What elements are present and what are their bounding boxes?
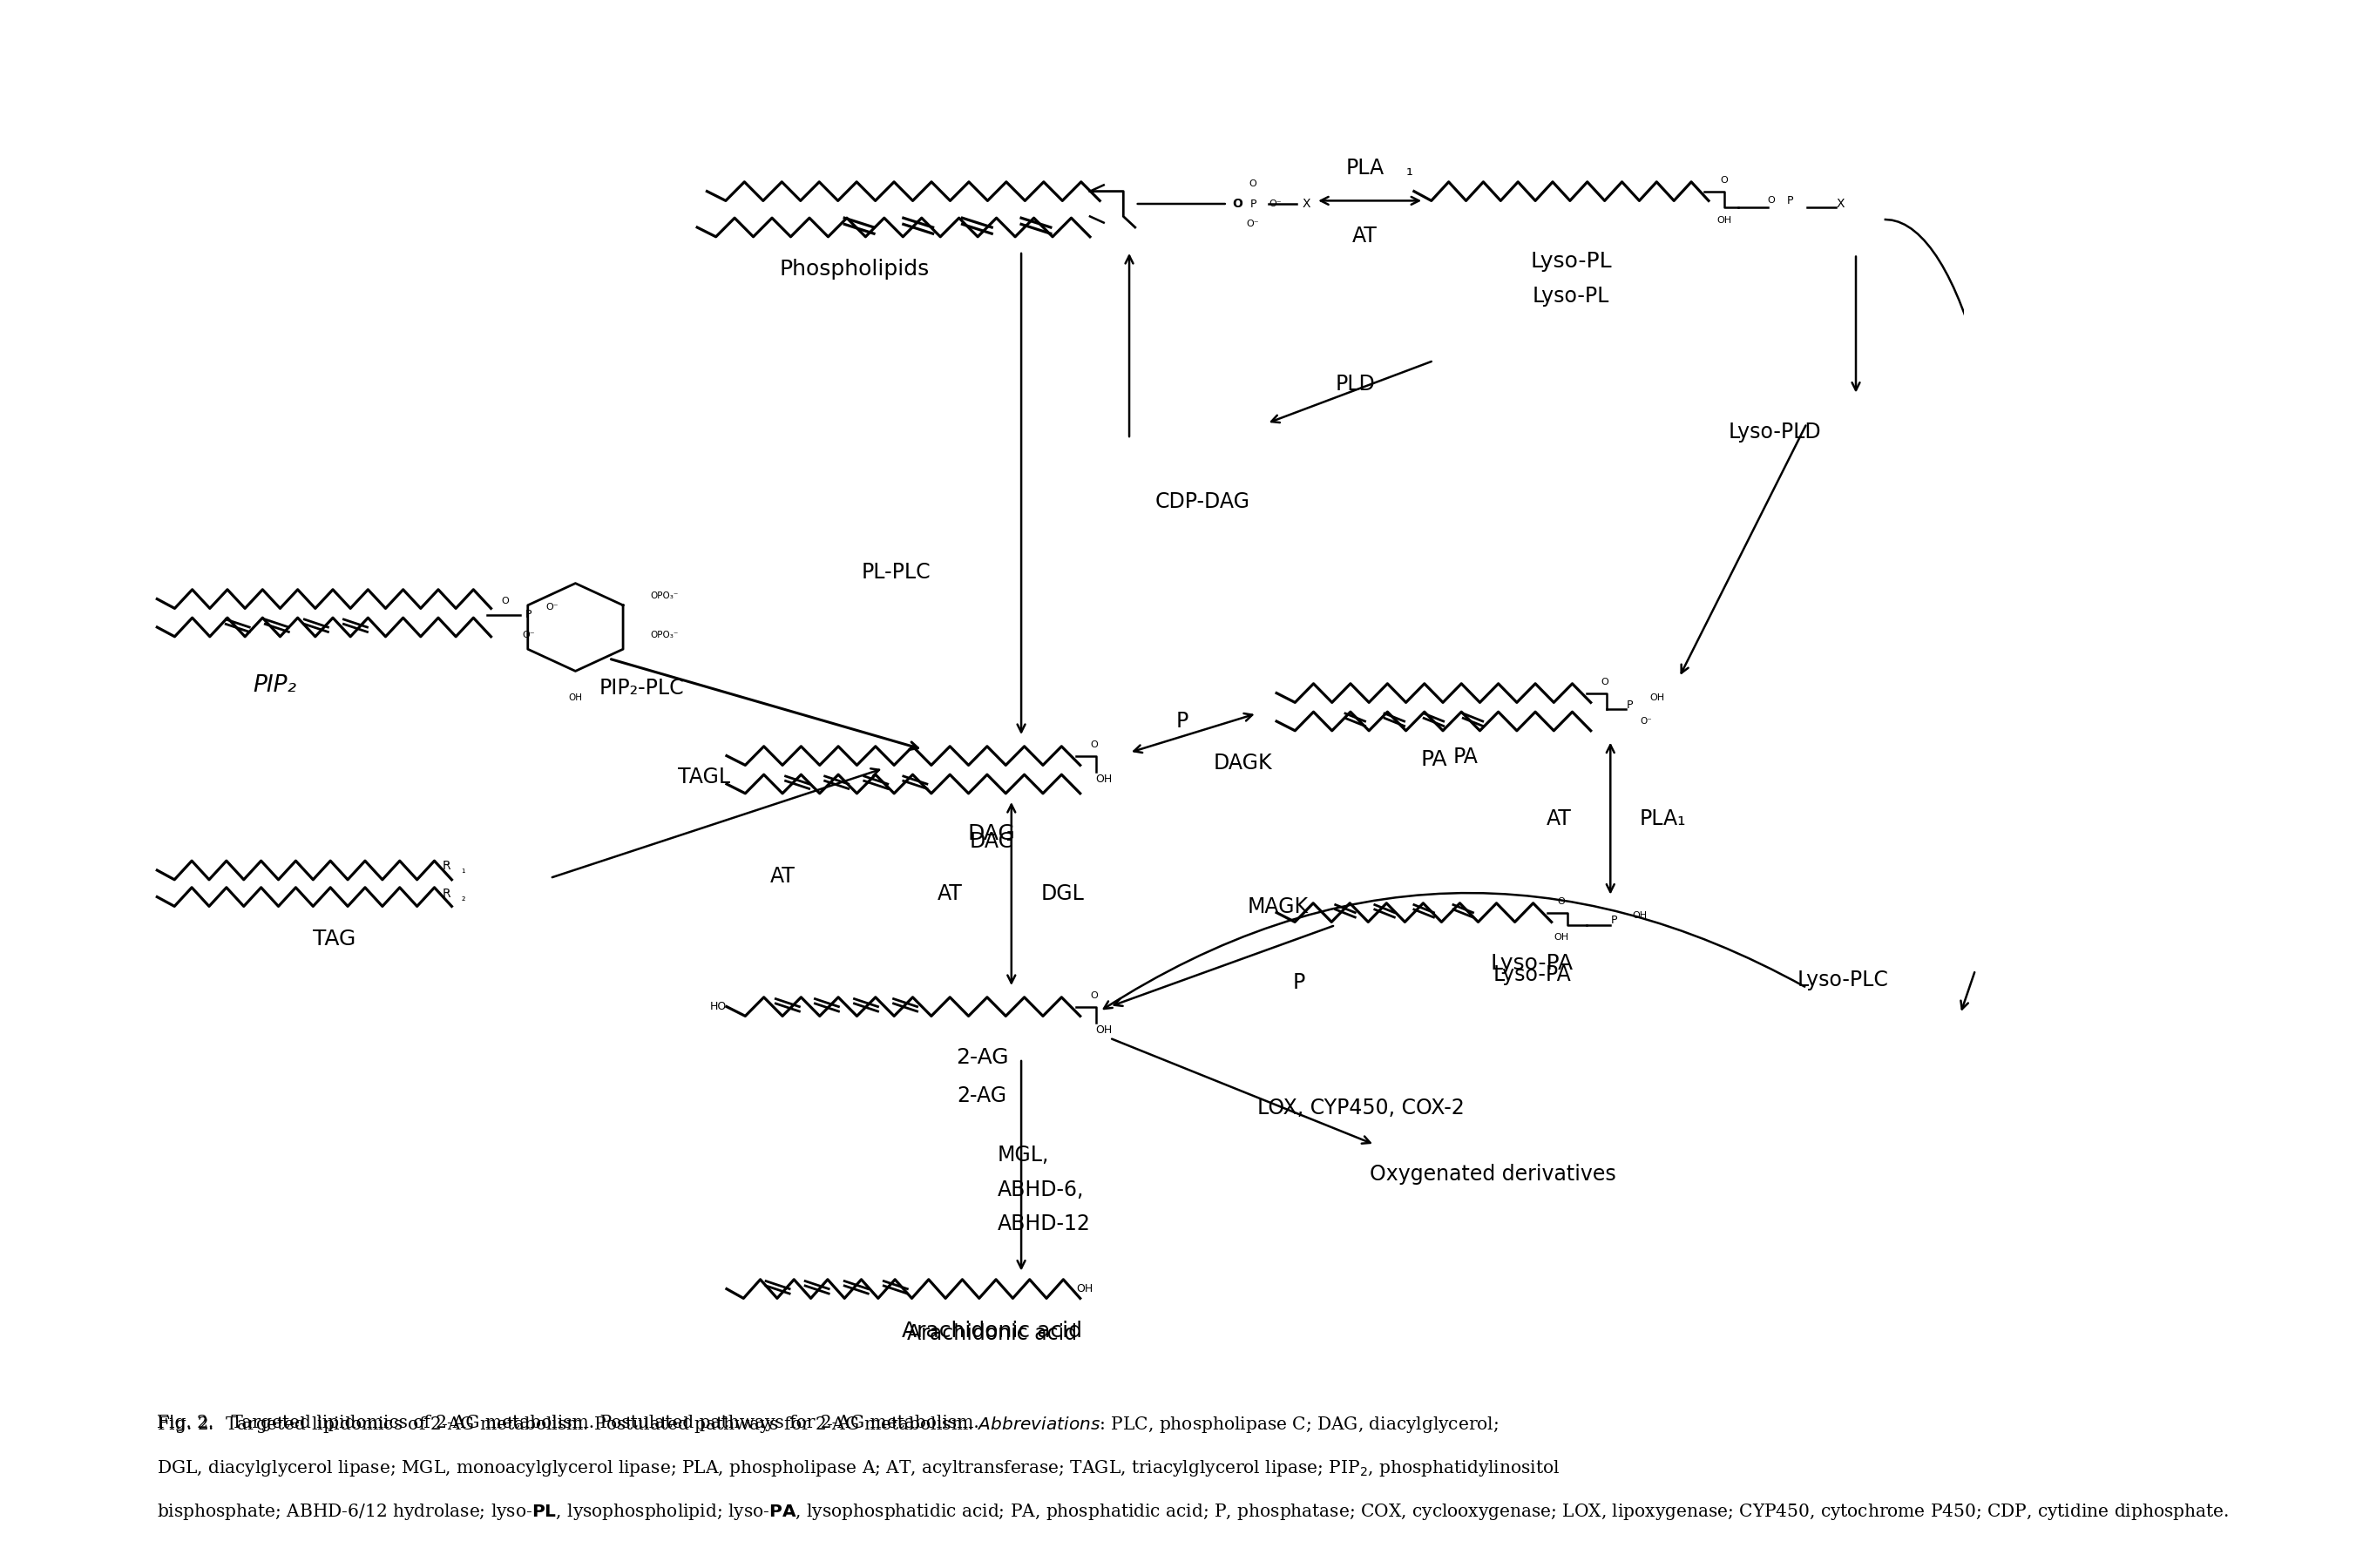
Text: PIP₂: PIP₂ <box>252 674 297 696</box>
Text: AT: AT <box>1546 808 1571 829</box>
Text: P: P <box>1612 914 1616 927</box>
Text: O⁻: O⁻ <box>1246 220 1260 229</box>
Text: O⁻: O⁻ <box>523 630 535 640</box>
Text: Arachidonic acid: Arachidonic acid <box>902 1320 1081 1341</box>
Text: OH: OH <box>1555 933 1569 942</box>
Text: P: P <box>1788 194 1793 207</box>
Text: PLA₁: PLA₁ <box>1640 808 1687 829</box>
Text: DAGK: DAGK <box>1213 753 1272 773</box>
Text: Arachidonic acid: Arachidonic acid <box>907 1323 1077 1344</box>
Text: MGL,: MGL, <box>997 1145 1048 1165</box>
Text: Lyso-PL: Lyso-PL <box>1534 285 1609 306</box>
Text: O: O <box>1557 897 1564 906</box>
Text: P: P <box>1291 972 1305 993</box>
Text: PA: PA <box>1421 750 1447 770</box>
Text: OH: OH <box>1077 1283 1093 1295</box>
Text: ABHD-12: ABHD-12 <box>997 1214 1091 1234</box>
Text: DAG: DAG <box>968 831 1015 851</box>
Text: PA: PA <box>1454 746 1480 767</box>
Text: O: O <box>1232 198 1242 210</box>
Text: OH: OH <box>1649 693 1666 702</box>
Text: TAGL: TAGL <box>679 767 730 787</box>
Text: P: P <box>1249 198 1256 210</box>
Text: O: O <box>1091 740 1098 750</box>
Text: 2-AG: 2-AG <box>957 1085 1006 1105</box>
Text: PIP₂-PLC: PIP₂-PLC <box>598 677 683 698</box>
Text: ABHD-6,: ABHD-6, <box>997 1179 1084 1200</box>
Text: O: O <box>1767 196 1774 205</box>
Text: PLD: PLD <box>1336 373 1376 395</box>
Text: OH: OH <box>1096 1024 1112 1036</box>
Text: Phospholipids: Phospholipids <box>780 259 928 279</box>
Text: Oxygenated derivatives: Oxygenated derivatives <box>1369 1163 1616 1184</box>
Text: Lyso-PLC: Lyso-PLC <box>1798 969 1890 991</box>
Text: Lyso-PL: Lyso-PL <box>1531 251 1612 271</box>
Text: Fig. 2. Targeted lipidomics of 2-AG metabolism. Postulated pathways for 2-AG met: Fig. 2. Targeted lipidomics of 2-AG meta… <box>158 1414 985 1432</box>
Text: O: O <box>1600 677 1609 687</box>
Text: ₁: ₁ <box>1407 162 1414 179</box>
Text: O: O <box>1720 176 1727 185</box>
Text: O⁻: O⁻ <box>1640 717 1652 726</box>
Text: OPO₃⁻: OPO₃⁻ <box>650 630 679 640</box>
Text: P: P <box>1626 699 1633 712</box>
Text: 2-AG: 2-AG <box>957 1047 1008 1068</box>
Text: HO: HO <box>709 1000 726 1013</box>
Text: PLA: PLA <box>1345 158 1383 179</box>
Text: AT: AT <box>770 866 794 886</box>
Text: OH: OH <box>568 693 582 702</box>
Text: ₁: ₁ <box>462 866 466 875</box>
Text: OH: OH <box>1633 911 1647 920</box>
Text: CDP-DAG: CDP-DAG <box>1154 491 1249 513</box>
Text: Lyso-PLD: Lyso-PLD <box>1729 422 1821 442</box>
Text: R: R <box>443 887 450 900</box>
Text: O: O <box>1091 991 1098 1000</box>
Text: P: P <box>1176 710 1187 732</box>
Text: X: X <box>1303 198 1310 210</box>
Text: bisphosphate; ABHD-6/12 hydrolase; lyso-$\bf{PL}$, lysophospholipid; lyso-$\bf{P: bisphosphate; ABHD-6/12 hydrolase; lyso-… <box>158 1502 2229 1523</box>
Text: TAG: TAG <box>313 928 356 949</box>
Text: PL-PLC: PL-PLC <box>862 561 931 583</box>
Text: OPO₃⁻: OPO₃⁻ <box>650 591 679 601</box>
Text: DGL, diacylglycerol lipase; MGL, monoacylglycerol lipase; PLA, phospholipase A; : DGL, diacylglycerol lipase; MGL, monoacy… <box>158 1458 1560 1479</box>
Text: R: R <box>443 859 450 872</box>
Text: OH: OH <box>1718 216 1732 226</box>
Text: P: P <box>525 608 532 621</box>
Text: AT: AT <box>938 883 961 905</box>
Text: AT: AT <box>1352 226 1378 246</box>
Text: O⁻: O⁻ <box>547 602 558 612</box>
Text: ₂: ₂ <box>462 894 466 903</box>
Text: OH: OH <box>1096 773 1112 786</box>
Text: O⁻: O⁻ <box>1268 199 1282 209</box>
Text: DGL: DGL <box>1041 883 1084 905</box>
Text: LOX, CYP450, COX-2: LOX, CYP450, COX-2 <box>1256 1098 1463 1118</box>
Text: O: O <box>1249 179 1256 188</box>
Text: Lyso-PA: Lyso-PA <box>1491 953 1574 974</box>
Text: Fig. 2.  Targeted lipidomics of 2-AG metabolism. Postulated pathways for 2-AG me: Fig. 2. Targeted lipidomics of 2-AG meta… <box>158 1414 1498 1435</box>
Text: MAGK: MAGK <box>1246 897 1308 917</box>
Text: Lyso-PA: Lyso-PA <box>1494 964 1571 985</box>
Text: O: O <box>502 596 509 605</box>
Text: X: X <box>1835 198 1845 210</box>
Text: DAG: DAG <box>968 823 1015 844</box>
Text: F: F <box>158 1414 170 1432</box>
